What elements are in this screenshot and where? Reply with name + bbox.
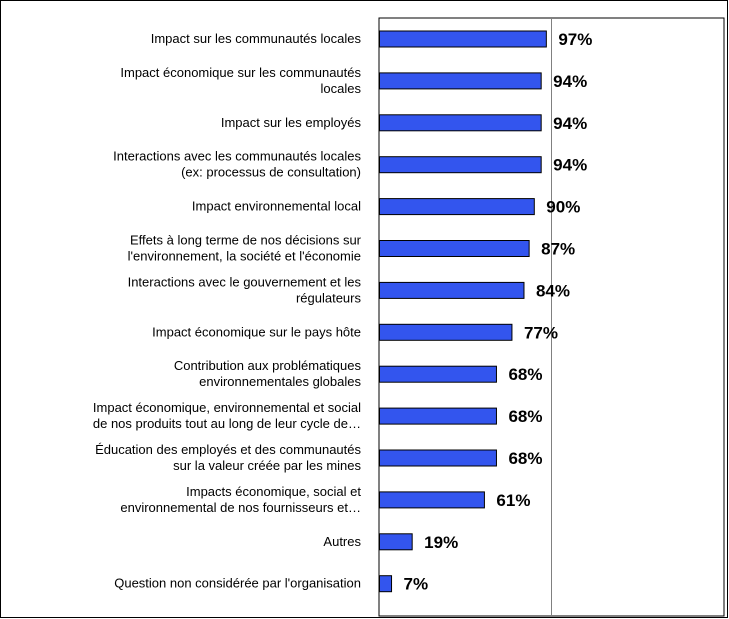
value-label-9: 68% [508, 407, 542, 426]
category-label-line: sur la valeur créée par les mines [173, 458, 361, 473]
category-label-12: Autres [323, 534, 361, 549]
category-label-3: Interactions avec les communautés locale… [113, 149, 361, 180]
category-label-line: Impact économique sur les communautés [120, 65, 361, 80]
value-label-13: 7% [404, 575, 429, 594]
category-label-line: Effets à long terme de nos décisions sur [130, 233, 362, 248]
category-label-4: Impact environnemental local [192, 199, 361, 214]
category-label-2: Impact sur les employés [221, 115, 362, 130]
category-label-line: Question non considérée par l'organisati… [114, 576, 361, 591]
bar-8 [379, 365, 497, 383]
category-label-8: Contribution aux problématiques environne… [174, 358, 362, 389]
category-label-line: de nos produits tout au long de leur cyc… [93, 416, 361, 431]
value-label-8: 68% [508, 365, 542, 384]
bar-3 [379, 156, 542, 174]
bar-9 [379, 407, 497, 425]
value-label-3: 94% [553, 156, 587, 175]
bar-0 [379, 30, 547, 48]
category-label-line: Impact sur les employés [221, 115, 362, 130]
category-label-line: Impact économique, environnemental et so… [93, 400, 361, 415]
bar-13 [379, 575, 393, 593]
value-label-10: 68% [508, 449, 542, 468]
value-label-6: 84% [536, 281, 570, 300]
bar-12 [379, 533, 413, 551]
value-label-4: 90% [546, 198, 580, 217]
bar-1 [379, 72, 542, 90]
category-label-line: Impact environnemental local [192, 199, 361, 214]
bar-7 [379, 323, 513, 341]
category-label-line: Impacts économique, social et [186, 484, 361, 499]
bar-11 [379, 491, 485, 509]
category-label-line: locales [321, 81, 362, 96]
bar-2 [379, 114, 542, 132]
category-label-line: Éducation des employés et des communauté… [95, 442, 361, 457]
category-label-line: régulateurs [296, 290, 362, 305]
category-label-6: Interactions avec le gouvernement et les… [128, 274, 362, 305]
value-label-1: 94% [553, 72, 587, 91]
category-label-line: environnementales globales [199, 374, 361, 389]
value-label-0: 97% [558, 30, 592, 49]
category-label-line: Autres [323, 534, 361, 549]
category-label-line: Interactions avec le gouvernement et les [128, 274, 362, 289]
value-label-12: 19% [424, 533, 458, 552]
category-label-line: environnemental de nos fournisseurs et… [120, 500, 361, 515]
category-label-1: Impact économique sur les communautés loc… [120, 65, 361, 96]
category-label-9: Impact économique, environnemental et so… [93, 400, 361, 431]
category-label-line: Interactions avec les communautés locale… [113, 149, 361, 164]
value-labels: 97% 94% 94% 94% 90% 87% 84% 77% 68% 68% 68% 61% 19% 7… [404, 30, 593, 594]
category-label-10: Éducation des employés et des communauté… [95, 442, 361, 473]
category-label-13: Question non considérée par l'organisati… [114, 576, 361, 591]
bar-6 [379, 281, 525, 299]
category-label-line: l'environnement, la société et l'économi… [128, 249, 361, 264]
bars [379, 30, 547, 593]
category-label-line: Contribution aux problématiques [174, 358, 362, 373]
value-label-5: 87% [541, 240, 575, 259]
category-label-11: Impacts économique, social et environneme… [120, 484, 361, 515]
bar-5 [379, 240, 530, 257]
value-label-2: 94% [553, 114, 587, 133]
category-labels: Impact sur les communautés locales Impact… [93, 31, 362, 591]
category-label-line: (ex: processus de consultation) [181, 165, 361, 180]
value-label-11: 61% [496, 491, 530, 510]
bar-10 [379, 449, 497, 467]
category-label-line: Impact économique sur le pays hôte [152, 324, 361, 339]
bar-4 [379, 198, 535, 216]
category-label-line: Impact sur les communautés locales [151, 31, 362, 46]
category-label-7: Impact économique sur le pays hôte [152, 324, 361, 339]
category-label-5: Effets à long terme de nos décisions sur… [128, 233, 362, 264]
category-label-0: Impact sur les communautés locales [151, 31, 362, 46]
value-label-7: 77% [524, 323, 558, 342]
